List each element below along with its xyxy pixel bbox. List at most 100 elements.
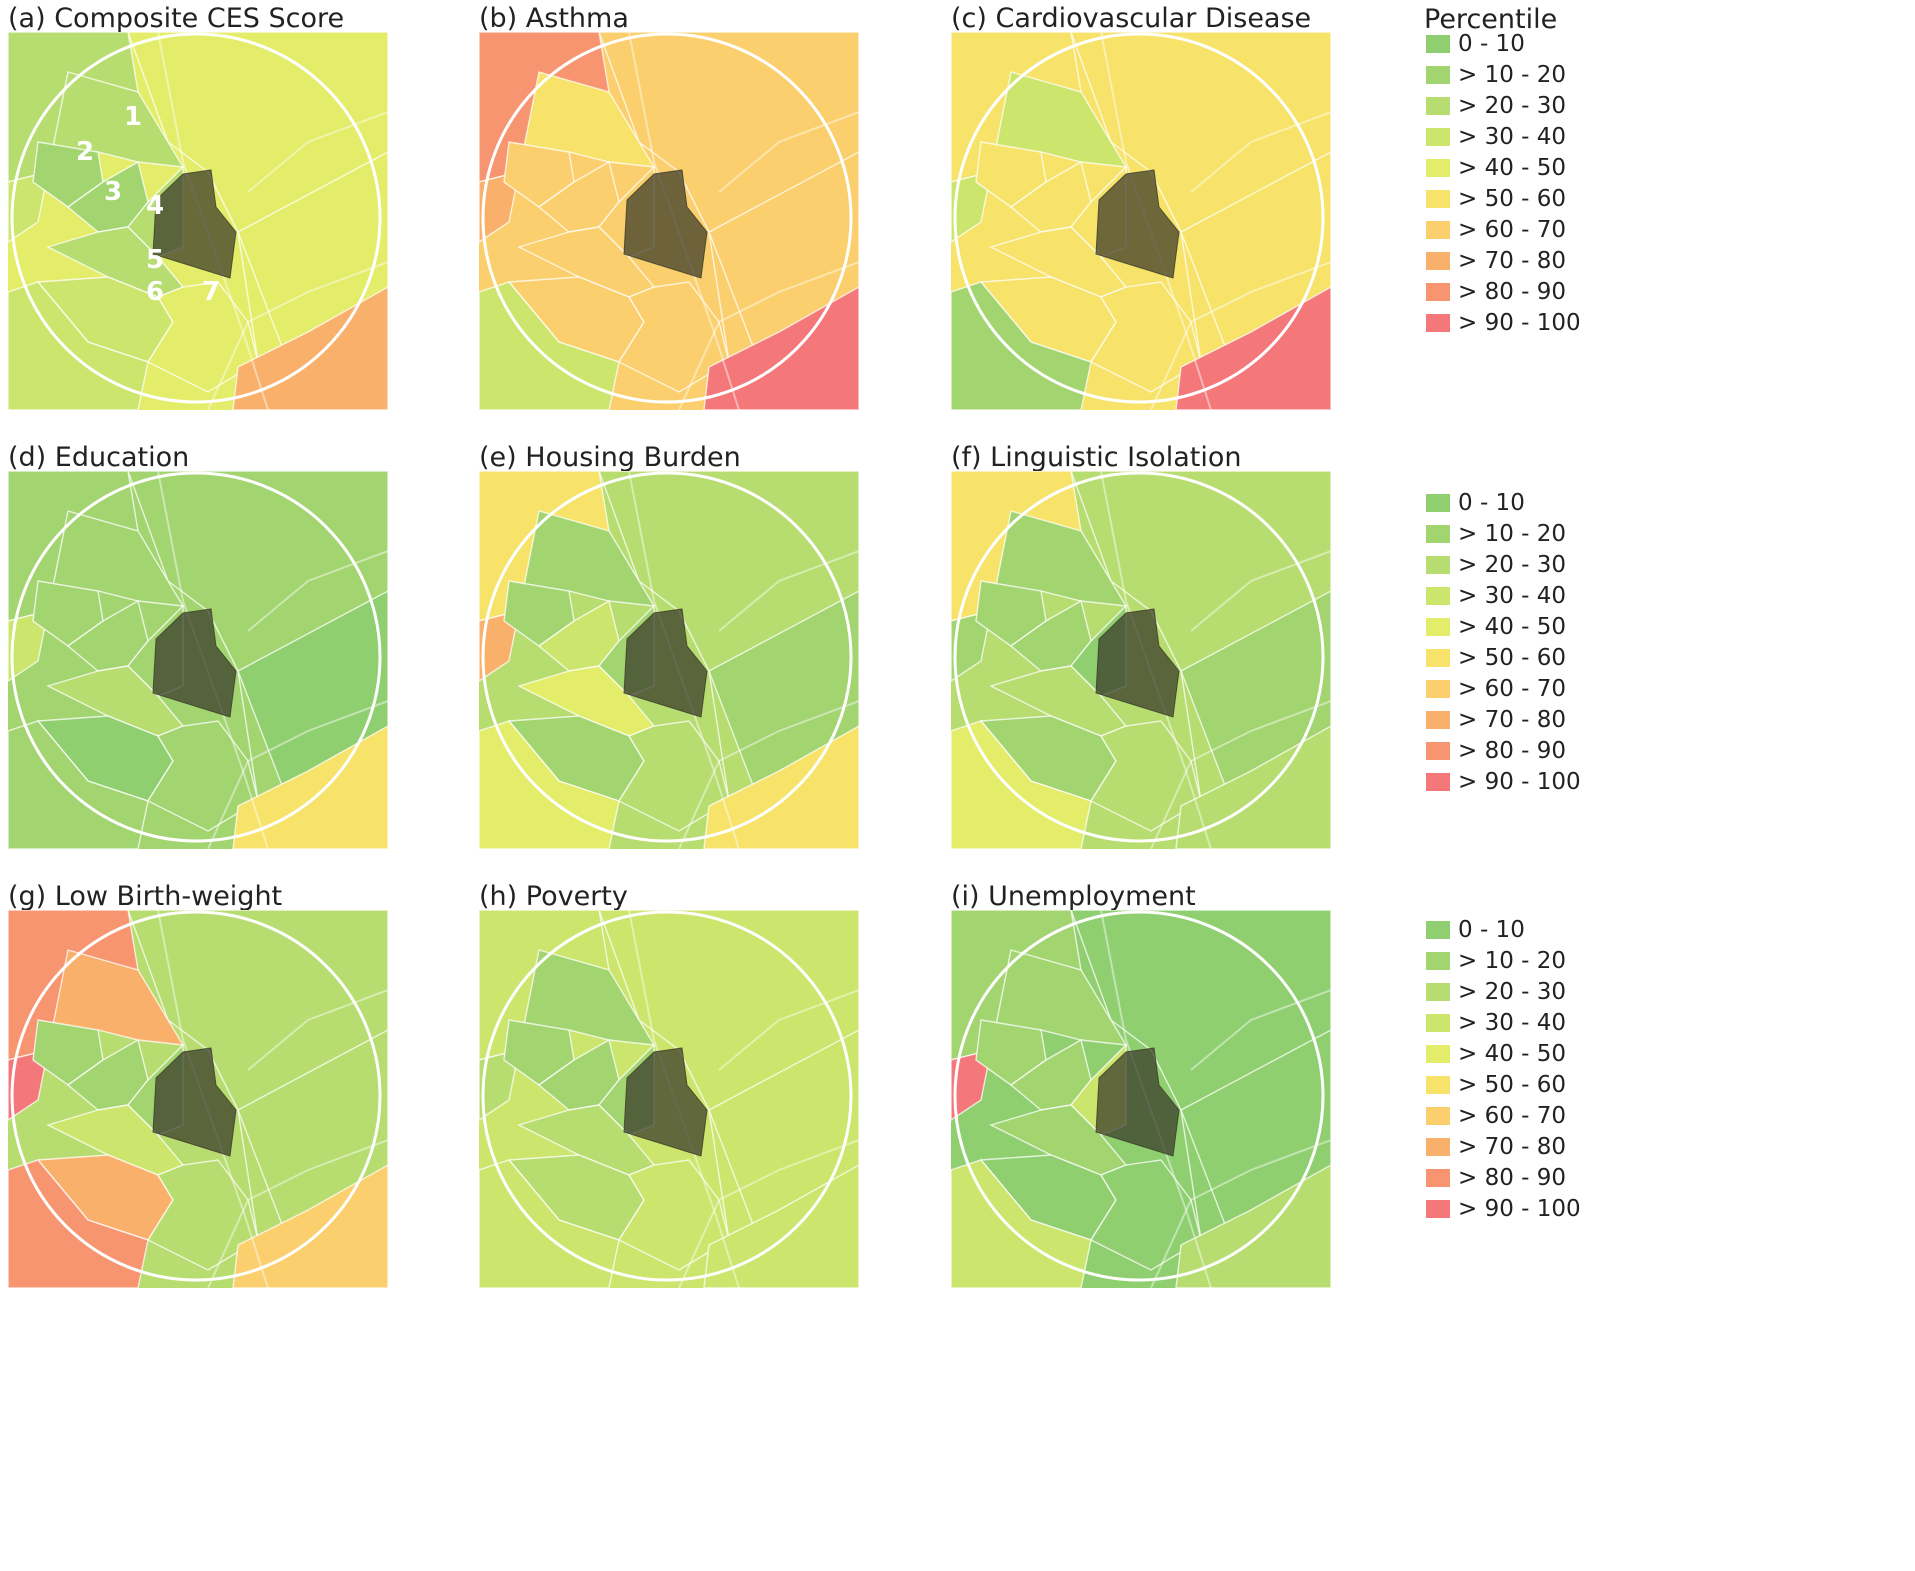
study-area-polygon — [152, 169, 237, 279]
legend-swatch — [1426, 649, 1450, 667]
legend-label: 0 - 10 — [1458, 490, 1525, 516]
legend-item: > 90 - 100 — [1426, 1195, 1581, 1223]
legend-swatch — [1426, 742, 1450, 760]
map-svg-b — [479, 32, 859, 410]
legend-swatch — [1426, 952, 1450, 970]
tract-label-3: 3 — [104, 177, 122, 207]
panel-title-i: (i) Unemployment — [951, 881, 1196, 912]
road-line — [247, 550, 388, 632]
legend-item: > 80 - 90 — [1426, 737, 1566, 765]
legend-item: > 20 - 30 — [1426, 92, 1566, 120]
tract-label-6: 6 — [146, 277, 164, 307]
road-line — [1150, 1139, 1331, 1288]
map-panel-d — [8, 471, 388, 849]
legend-label: > 70 - 80 — [1458, 707, 1567, 733]
legend-swatch — [1426, 35, 1450, 53]
legend-swatch — [1426, 66, 1450, 84]
study-area-polygon — [1095, 608, 1180, 718]
legend-label: > 30 - 40 — [1458, 1010, 1567, 1036]
legend-swatch — [1426, 190, 1450, 208]
tract-region-sw — [479, 720, 620, 849]
legend-swatch — [1426, 221, 1450, 239]
legend-label: > 80 - 90 — [1458, 738, 1567, 764]
road-line — [678, 700, 859, 849]
legend-label: > 90 - 100 — [1458, 769, 1581, 795]
legend-swatch — [1426, 556, 1450, 574]
road-line — [678, 1139, 859, 1288]
buffer-circle — [953, 471, 1325, 843]
panel-title-f: (f) Linguistic Isolation — [951, 442, 1242, 473]
legend-label: > 30 - 40 — [1458, 124, 1567, 150]
legend-item: > 50 - 60 — [1426, 644, 1566, 672]
legend-label: > 90 - 100 — [1458, 310, 1581, 336]
legend-label: 0 - 10 — [1458, 31, 1525, 57]
road-line — [247, 111, 388, 193]
legend-swatch — [1426, 494, 1450, 512]
map-panel-c — [951, 32, 1331, 410]
legend-swatch — [1426, 711, 1450, 729]
road-line — [718, 111, 859, 193]
map-svg-g — [8, 910, 388, 1288]
map-svg-c — [951, 32, 1331, 410]
legend-item: > 10 - 20 — [1426, 61, 1566, 89]
legend-label: > 60 - 70 — [1458, 217, 1567, 243]
legend-item: > 80 - 90 — [1426, 278, 1566, 306]
legend-item: > 20 - 30 — [1426, 551, 1566, 579]
panel-title-a: (a) Composite CES Score — [8, 3, 345, 34]
legend-item: > 50 - 60 — [1426, 1071, 1566, 1099]
legend-item: > 30 - 40 — [1426, 123, 1566, 151]
road-line — [1150, 261, 1331, 410]
tract-region-sw — [951, 720, 1092, 849]
map-svg-f — [951, 471, 1331, 849]
legend-item: > 40 - 50 — [1426, 154, 1566, 182]
legend-label: > 80 - 90 — [1458, 279, 1567, 305]
legend-item: > 30 - 40 — [1426, 1009, 1566, 1037]
legend-label: > 50 - 60 — [1458, 186, 1567, 212]
legend-label: > 60 - 70 — [1458, 676, 1567, 702]
legend-item: > 10 - 20 — [1426, 520, 1566, 548]
legend-label: > 50 - 60 — [1458, 1072, 1567, 1098]
road-line — [718, 550, 859, 632]
map-svg-d — [8, 471, 388, 849]
legend-title: Percentile — [1424, 4, 1558, 35]
legend-label: > 20 - 30 — [1458, 979, 1567, 1005]
legend-item: > 90 - 100 — [1426, 309, 1581, 337]
legend-swatch — [1426, 1169, 1450, 1187]
tract-region-sw — [951, 281, 1092, 410]
map-panel-g — [8, 910, 388, 1288]
legend-swatch — [1426, 1076, 1450, 1094]
buffer-circle — [953, 32, 1325, 404]
study-area-polygon — [1095, 1047, 1180, 1157]
road-line — [207, 261, 388, 410]
buffer-circle — [481, 32, 853, 404]
legend-swatch — [1426, 1138, 1450, 1156]
legend-item: > 70 - 80 — [1426, 1133, 1566, 1161]
legend-swatch — [1426, 773, 1450, 791]
legend-label: > 30 - 40 — [1458, 583, 1567, 609]
legend-label: > 20 - 30 — [1458, 93, 1567, 119]
study-area-polygon — [152, 1047, 237, 1157]
road-line — [1190, 550, 1331, 632]
legend-label: > 70 - 80 — [1458, 248, 1567, 274]
legend-item: > 90 - 100 — [1426, 768, 1581, 796]
road-line — [718, 989, 859, 1071]
legend-label: > 60 - 70 — [1458, 1103, 1567, 1129]
panel-title-c: (c) Cardiovascular Disease — [951, 3, 1312, 34]
legend-item: > 10 - 20 — [1426, 947, 1566, 975]
map-svg-i — [951, 910, 1331, 1288]
road-line — [207, 700, 388, 849]
tract-region-sw — [8, 281, 149, 410]
legend-swatch — [1426, 618, 1450, 636]
road-line — [1190, 111, 1331, 193]
legend-item: > 60 - 70 — [1426, 216, 1566, 244]
legend-item: > 60 - 70 — [1426, 675, 1566, 703]
legend-label: > 70 - 80 — [1458, 1134, 1567, 1160]
legend-label: > 20 - 30 — [1458, 552, 1567, 578]
legend-item: 0 - 10 — [1426, 30, 1525, 58]
legend-item: > 40 - 50 — [1426, 613, 1566, 641]
study-area-polygon — [1095, 169, 1180, 279]
panel-title-b: (b) Asthma — [479, 3, 629, 34]
legend-label: > 40 - 50 — [1458, 614, 1567, 640]
tract-label-4: 4 — [146, 191, 164, 221]
